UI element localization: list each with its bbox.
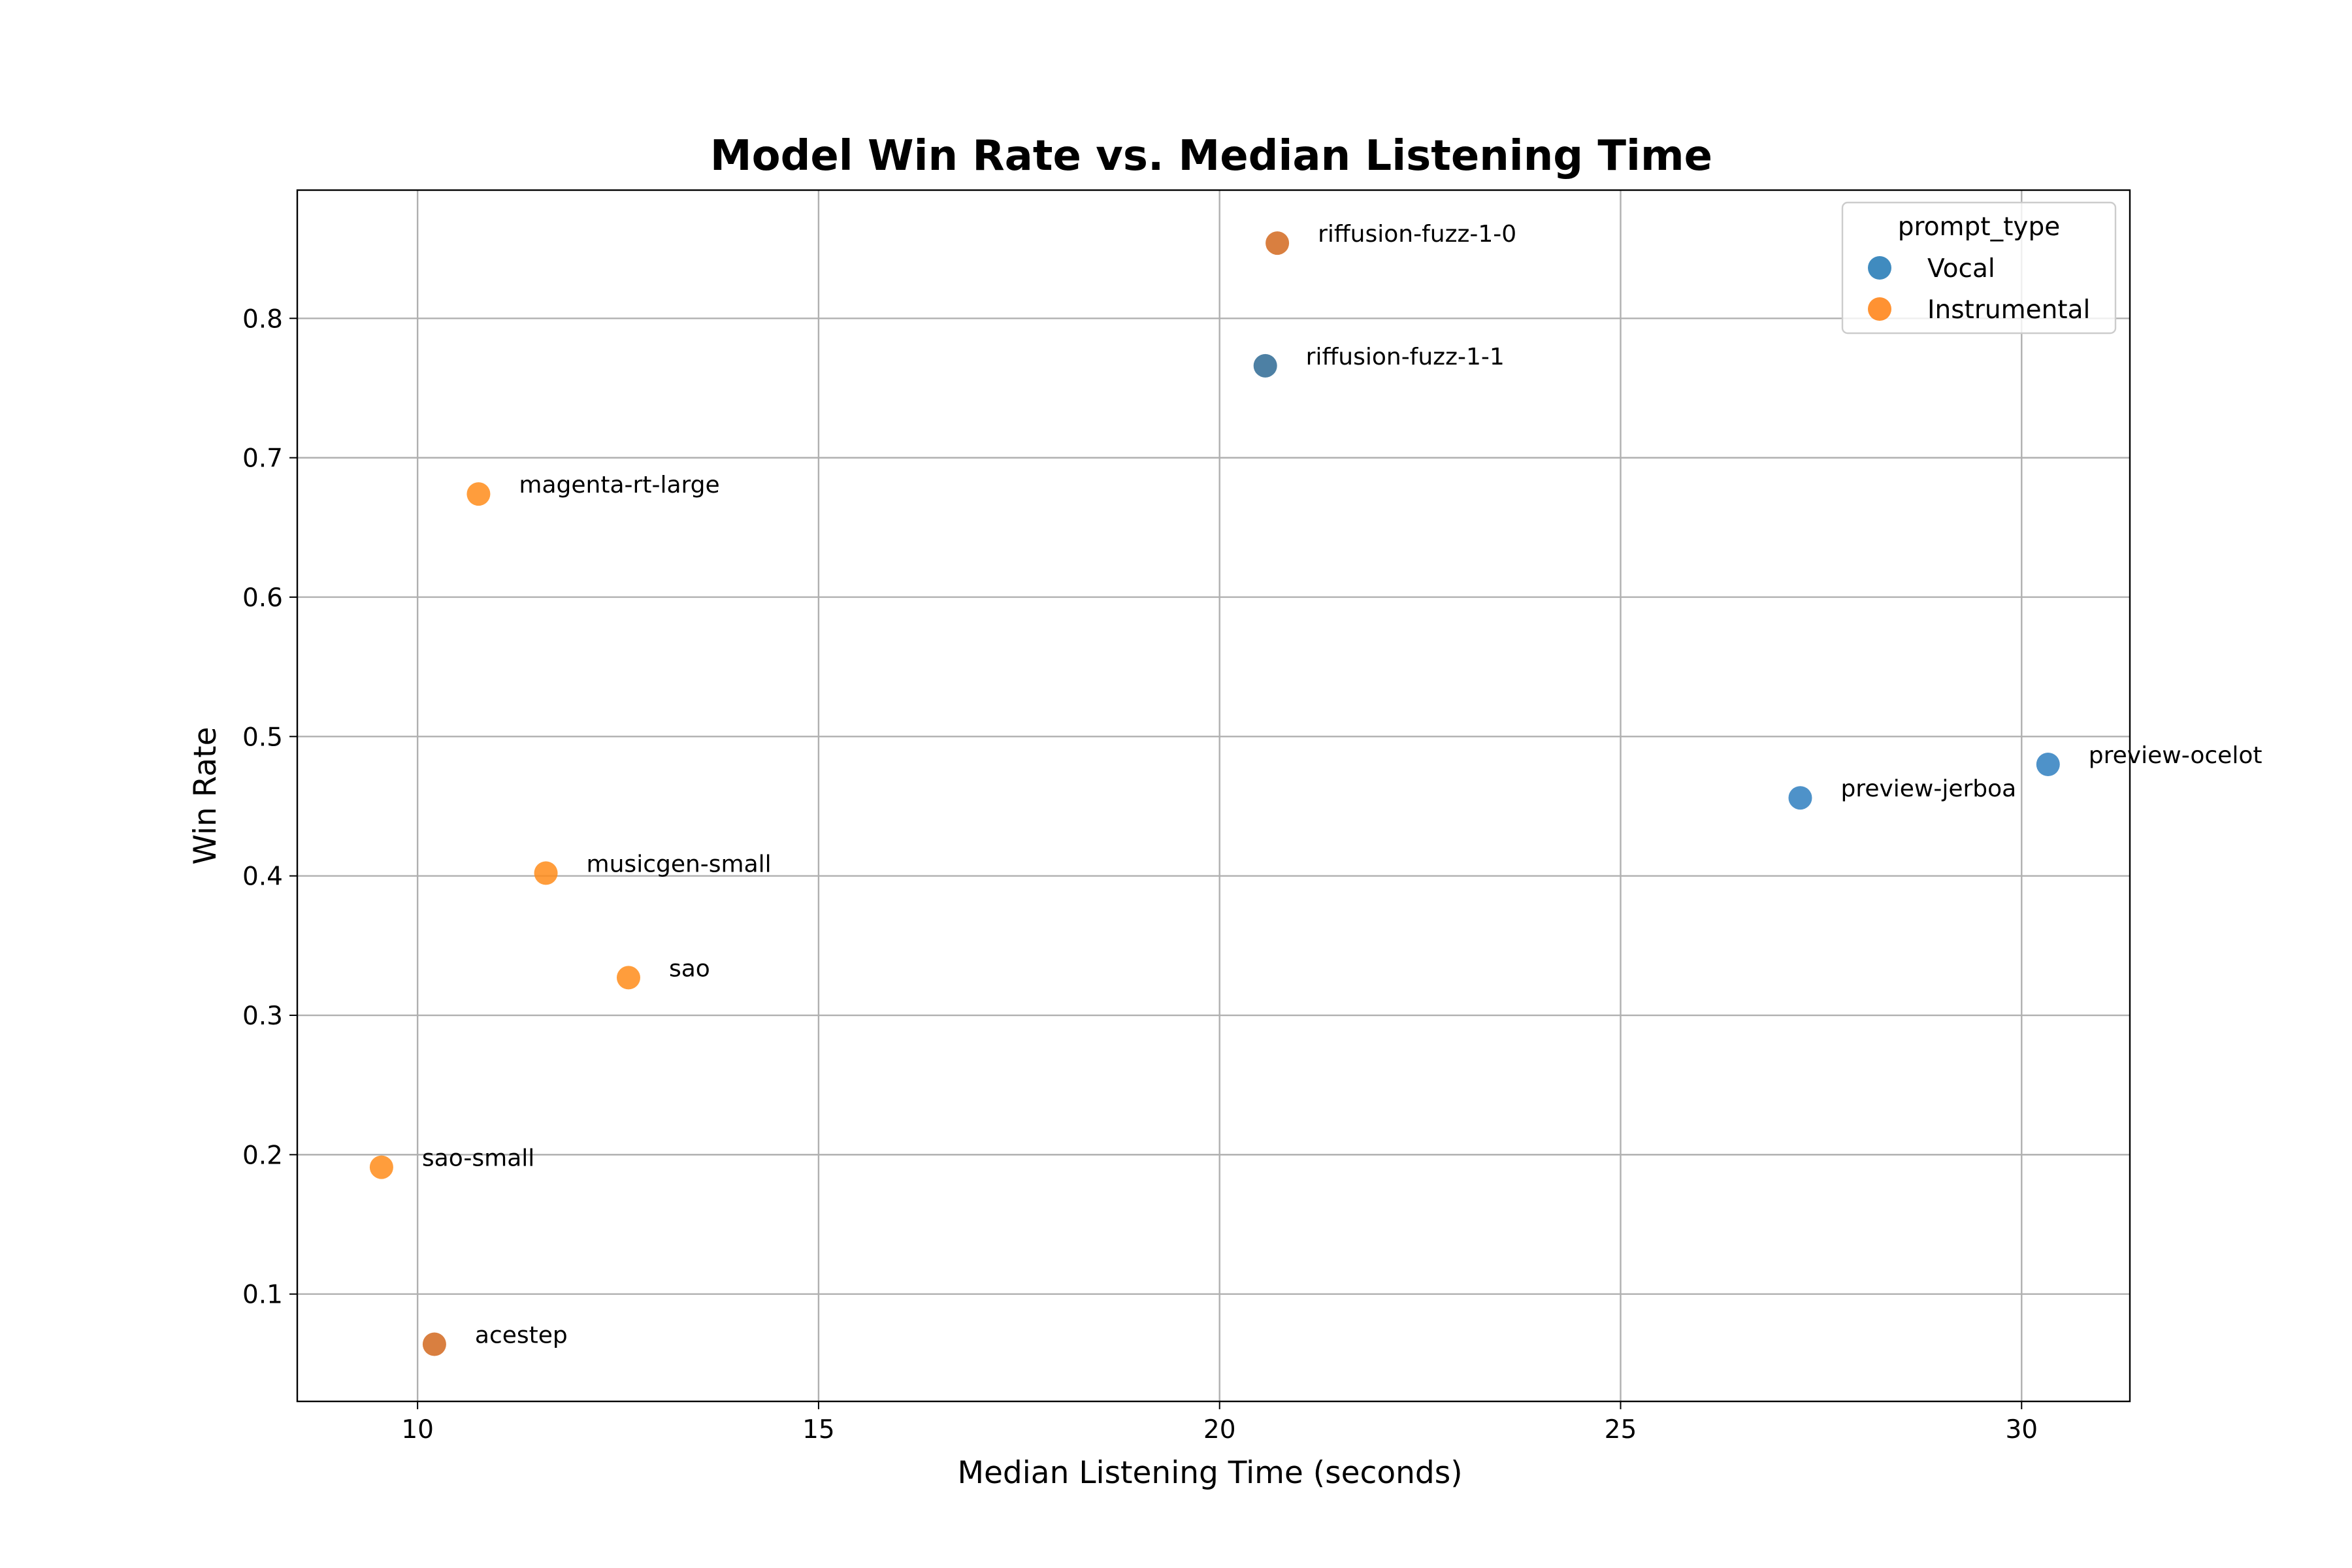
y-tick-label: 0.6 <box>242 583 283 613</box>
legend: prompt_type Vocal Instrumental <box>1841 201 2117 335</box>
x-axis-label: Median Listening Time (seconds) <box>957 1455 1462 1491</box>
grid-lines <box>297 190 2130 1401</box>
data-point-label: sao <box>669 955 710 982</box>
legend-title: prompt_type <box>1898 212 2060 242</box>
data-point <box>369 1155 393 1179</box>
y-tick-label: 0.7 <box>242 444 283 474</box>
y-tick-label: 0.5 <box>242 723 283 752</box>
x-tick-label: 10 <box>401 1415 434 1445</box>
x-tick-label: 25 <box>1605 1415 1637 1445</box>
data-point <box>1266 231 1290 255</box>
data-point-label: riffusion-fuzz-1-1 <box>1306 344 1505 370</box>
data-point <box>616 966 640 990</box>
data-point-label: musicgen-small <box>587 851 772 877</box>
data-point <box>422 1332 446 1356</box>
x-tick-label: 30 <box>2005 1415 2038 1445</box>
data-point <box>1788 786 1812 810</box>
data-point-label: preview-ocelot <box>2089 742 2262 769</box>
data-point-label: sao-small <box>422 1145 534 1172</box>
data-point <box>1253 353 1277 378</box>
y-tick-label: 0.3 <box>242 1002 283 1031</box>
data-point <box>534 861 558 885</box>
plot-frame <box>296 189 2131 1403</box>
y-tick-label: 0.8 <box>242 304 283 334</box>
y-tick-label: 0.4 <box>242 862 283 892</box>
data-point <box>466 482 491 506</box>
legend-marker-instrumental <box>1868 297 1891 321</box>
data-point-label: riffusion-fuzz-1-0 <box>1318 221 1516 248</box>
chart-title: Model Win Rate vs. Median Listening Time <box>710 132 1712 180</box>
legend-marker-vocal <box>1868 256 1891 280</box>
y-axis-label: Win Rate <box>188 727 223 865</box>
x-tick-label: 15 <box>802 1415 835 1445</box>
legend-box <box>1841 201 2117 335</box>
data-point-label: preview-jerboa <box>1840 776 2016 802</box>
legend-label-vocal: Vocal <box>1927 254 1995 284</box>
data-point-label: acestep <box>475 1322 568 1349</box>
axis-ticks: 10 15 20 25 30 0.1 0.2 0.3 0.4 0.5 0.6 0.7 0.8 <box>242 304 2038 1445</box>
data-point-label: magenta-rt-large <box>519 472 719 498</box>
x-tick-label: 20 <box>1203 1415 1236 1445</box>
data-points <box>369 231 2060 1356</box>
data-point <box>2036 752 2060 776</box>
legend-label-instrumental: Instrumental <box>1927 295 2090 325</box>
y-tick-label: 0.1 <box>242 1281 283 1310</box>
y-tick-label: 0.2 <box>242 1141 283 1170</box>
point-labels: riffusion-fuzz-1-0 riffusion-fuzz-1-1 mage… <box>422 221 2262 1348</box>
